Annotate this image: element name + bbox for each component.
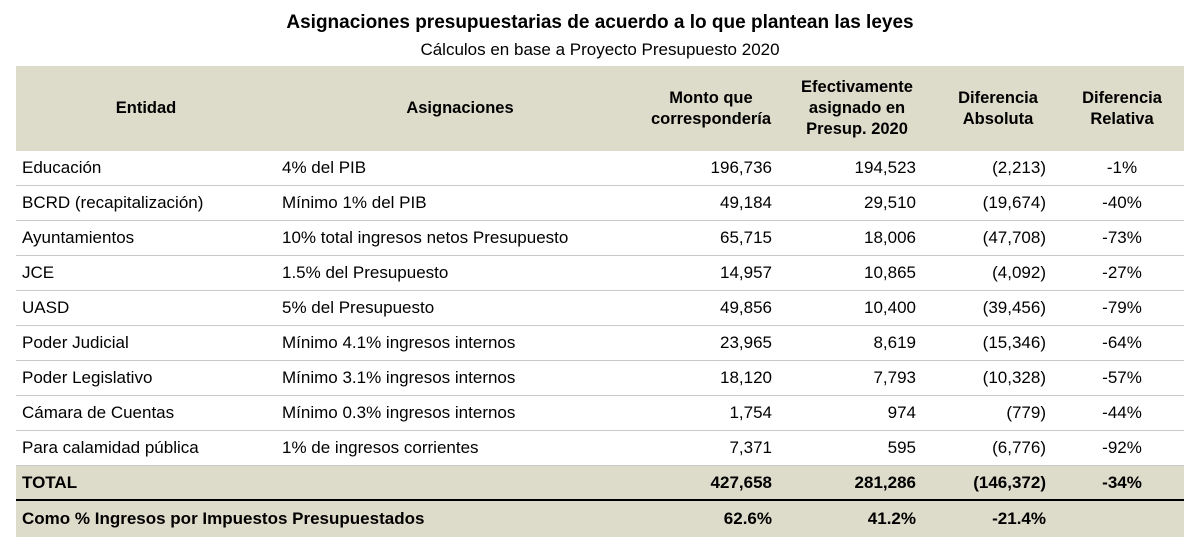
table-row: UASD 5% del Presupuesto 49,856 10,400 (3… <box>16 290 1184 326</box>
total-efectivo: 281,286 <box>778 465 936 501</box>
cell-monto: 196,736 <box>644 151 778 186</box>
total-monto: 427,658 <box>644 465 778 501</box>
header-monto-line: correspondería <box>650 109 772 128</box>
cell-efectivo: 8,619 <box>778 325 936 361</box>
pct-dif-abs: -21.4% <box>936 500 1060 537</box>
cell-dif-abs: (2,213) <box>936 151 1060 186</box>
cell-dif-abs: (39,456) <box>936 290 1060 326</box>
header-monto-line: Monto que <box>669 88 753 107</box>
cell-monto: 23,965 <box>644 325 778 361</box>
cell-entidad: Poder Legislativo <box>16 360 276 396</box>
table-row: Poder Legislativo Mínimo 3.1% ingresos i… <box>16 360 1184 396</box>
pct-monto: 62.6% <box>644 500 778 537</box>
total-label: TOTAL <box>16 465 276 501</box>
cell-efectivo: 7,793 <box>778 360 936 396</box>
cell-asignacion: Mínimo 3.1% ingresos internos <box>276 360 644 396</box>
header-dif-abs-line: Diferencia <box>958 88 1038 107</box>
table-row: Educación 4% del PIB 196,736 194,523 (2,… <box>16 151 1184 186</box>
total-row: TOTAL 427,658 281,286 (146,372) -34% <box>16 465 1184 501</box>
cell-dif-rel: -73% <box>1060 220 1184 256</box>
pct-dif-rel <box>1060 500 1184 537</box>
cell-asignacion: 10% total ingresos netos Presupuesto <box>276 220 644 256</box>
cell-dif-abs: (6,776) <box>936 430 1060 466</box>
cell-entidad: UASD <box>16 290 276 326</box>
cell-entidad: Ayuntamientos <box>16 220 276 256</box>
total-dif-rel: -34% <box>1060 465 1184 501</box>
cell-entidad: BCRD (recapitalización) <box>16 185 276 221</box>
header-efectivo: Efectivamente asignado en Presup. 2020 <box>778 66 936 151</box>
cell-entidad: Cámara de Cuentas <box>16 395 276 431</box>
header-dif-rel-line: Relativa <box>1090 109 1154 128</box>
table-title: Asignaciones presupuestarias de acuerdo … <box>286 12 914 33</box>
cell-asignacion: 4% del PIB <box>276 151 644 186</box>
cell-monto: 49,184 <box>644 185 778 221</box>
cell-dif-rel: -57% <box>1060 360 1184 396</box>
cell-entidad: Para calamidad pública <box>16 430 276 466</box>
cell-efectivo: 18,006 <box>778 220 936 256</box>
cell-dif-rel: -44% <box>1060 395 1184 431</box>
header-efectivo-line: Efectivamente <box>801 78 913 96</box>
table-row: Ayuntamientos 10% total ingresos netos P… <box>16 220 1184 256</box>
cell-efectivo: 29,510 <box>778 185 936 221</box>
table-row: JCE 1.5% del Presupuesto 14,957 10,865 (… <box>16 255 1184 291</box>
header-efectivo-line: asignado en <box>808 99 906 117</box>
table-row: Poder Judicial Mínimo 4.1% ingresos inte… <box>16 325 1184 361</box>
cell-efectivo: 194,523 <box>778 151 936 186</box>
cell-asignacion: 1% de ingresos corrientes <box>276 430 644 466</box>
cell-entidad: Educación <box>16 151 276 186</box>
cell-monto: 14,957 <box>644 255 778 291</box>
cell-monto: 1,754 <box>644 395 778 431</box>
cell-dif-abs: (779) <box>936 395 1060 431</box>
cell-monto: 7,371 <box>644 430 778 466</box>
total-dif-abs: (146,372) <box>936 465 1060 501</box>
cell-dif-rel: -27% <box>1060 255 1184 291</box>
header-row: Entidad Asignaciones Monto que correspon… <box>16 66 1184 151</box>
cell-entidad: JCE <box>16 255 276 291</box>
header-efectivo-line: Presup. 2020 <box>806 120 908 138</box>
header-dif-abs-line: Absoluta <box>962 109 1034 128</box>
budget-table: Entidad Asignaciones Monto que correspon… <box>16 66 1184 537</box>
table-row: Para calamidad pública 1% de ingresos co… <box>16 430 1184 466</box>
table-row: Cámara de Cuentas Mínimo 0.3% ingresos i… <box>16 395 1184 431</box>
pct-label: Como % Ingresos por Impuestos Presupuest… <box>16 500 644 537</box>
cell-dif-rel: -64% <box>1060 325 1184 361</box>
table-subtitle: Cálculos en base a Proyecto Presupuesto … <box>420 40 780 59</box>
cell-monto: 49,856 <box>644 290 778 326</box>
cell-efectivo: 974 <box>778 395 936 431</box>
cell-dif-rel: -92% <box>1060 430 1184 466</box>
cell-dif-abs: (4,092) <box>936 255 1060 291</box>
cell-efectivo: 10,400 <box>778 290 936 326</box>
cell-asignacion: Mínimo 1% del PIB <box>276 185 644 221</box>
cell-asignacion: Mínimo 4.1% ingresos internos <box>276 325 644 361</box>
cell-efectivo: 595 <box>778 430 936 466</box>
cell-efectivo: 10,865 <box>778 255 936 291</box>
cell-dif-abs: (19,674) <box>936 185 1060 221</box>
header-asignaciones: Asignaciones <box>276 66 644 151</box>
table-row: BCRD (recapitalización) Mínimo 1% del PI… <box>16 185 1184 221</box>
header-monto: Monto que correspondería <box>644 66 778 151</box>
cell-dif-abs: (15,346) <box>936 325 1060 361</box>
header-entidad: Entidad <box>16 66 276 151</box>
cell-dif-abs: (47,708) <box>936 220 1060 256</box>
pct-efectivo: 41.2% <box>778 500 936 537</box>
header-dif-rel-line: Diferencia <box>1082 88 1162 107</box>
cell-dif-abs: (10,328) <box>936 360 1060 396</box>
total-asignacion <box>276 465 644 501</box>
cell-asignacion: 5% del Presupuesto <box>276 290 644 326</box>
pct-row: Como % Ingresos por Impuestos Presupuest… <box>16 500 1184 537</box>
cell-monto: 18,120 <box>644 360 778 396</box>
cell-dif-rel: -40% <box>1060 185 1184 221</box>
cell-entidad: Poder Judicial <box>16 325 276 361</box>
cell-asignacion: 1.5% del Presupuesto <box>276 255 644 291</box>
cell-asignacion: Mínimo 0.3% ingresos internos <box>276 395 644 431</box>
cell-monto: 65,715 <box>644 220 778 256</box>
cell-dif-rel: -1% <box>1060 151 1184 186</box>
header-dif-rel: Diferencia Relativa <box>1060 66 1184 151</box>
cell-dif-rel: -79% <box>1060 290 1184 326</box>
header-dif-abs: Diferencia Absoluta <box>936 66 1060 151</box>
